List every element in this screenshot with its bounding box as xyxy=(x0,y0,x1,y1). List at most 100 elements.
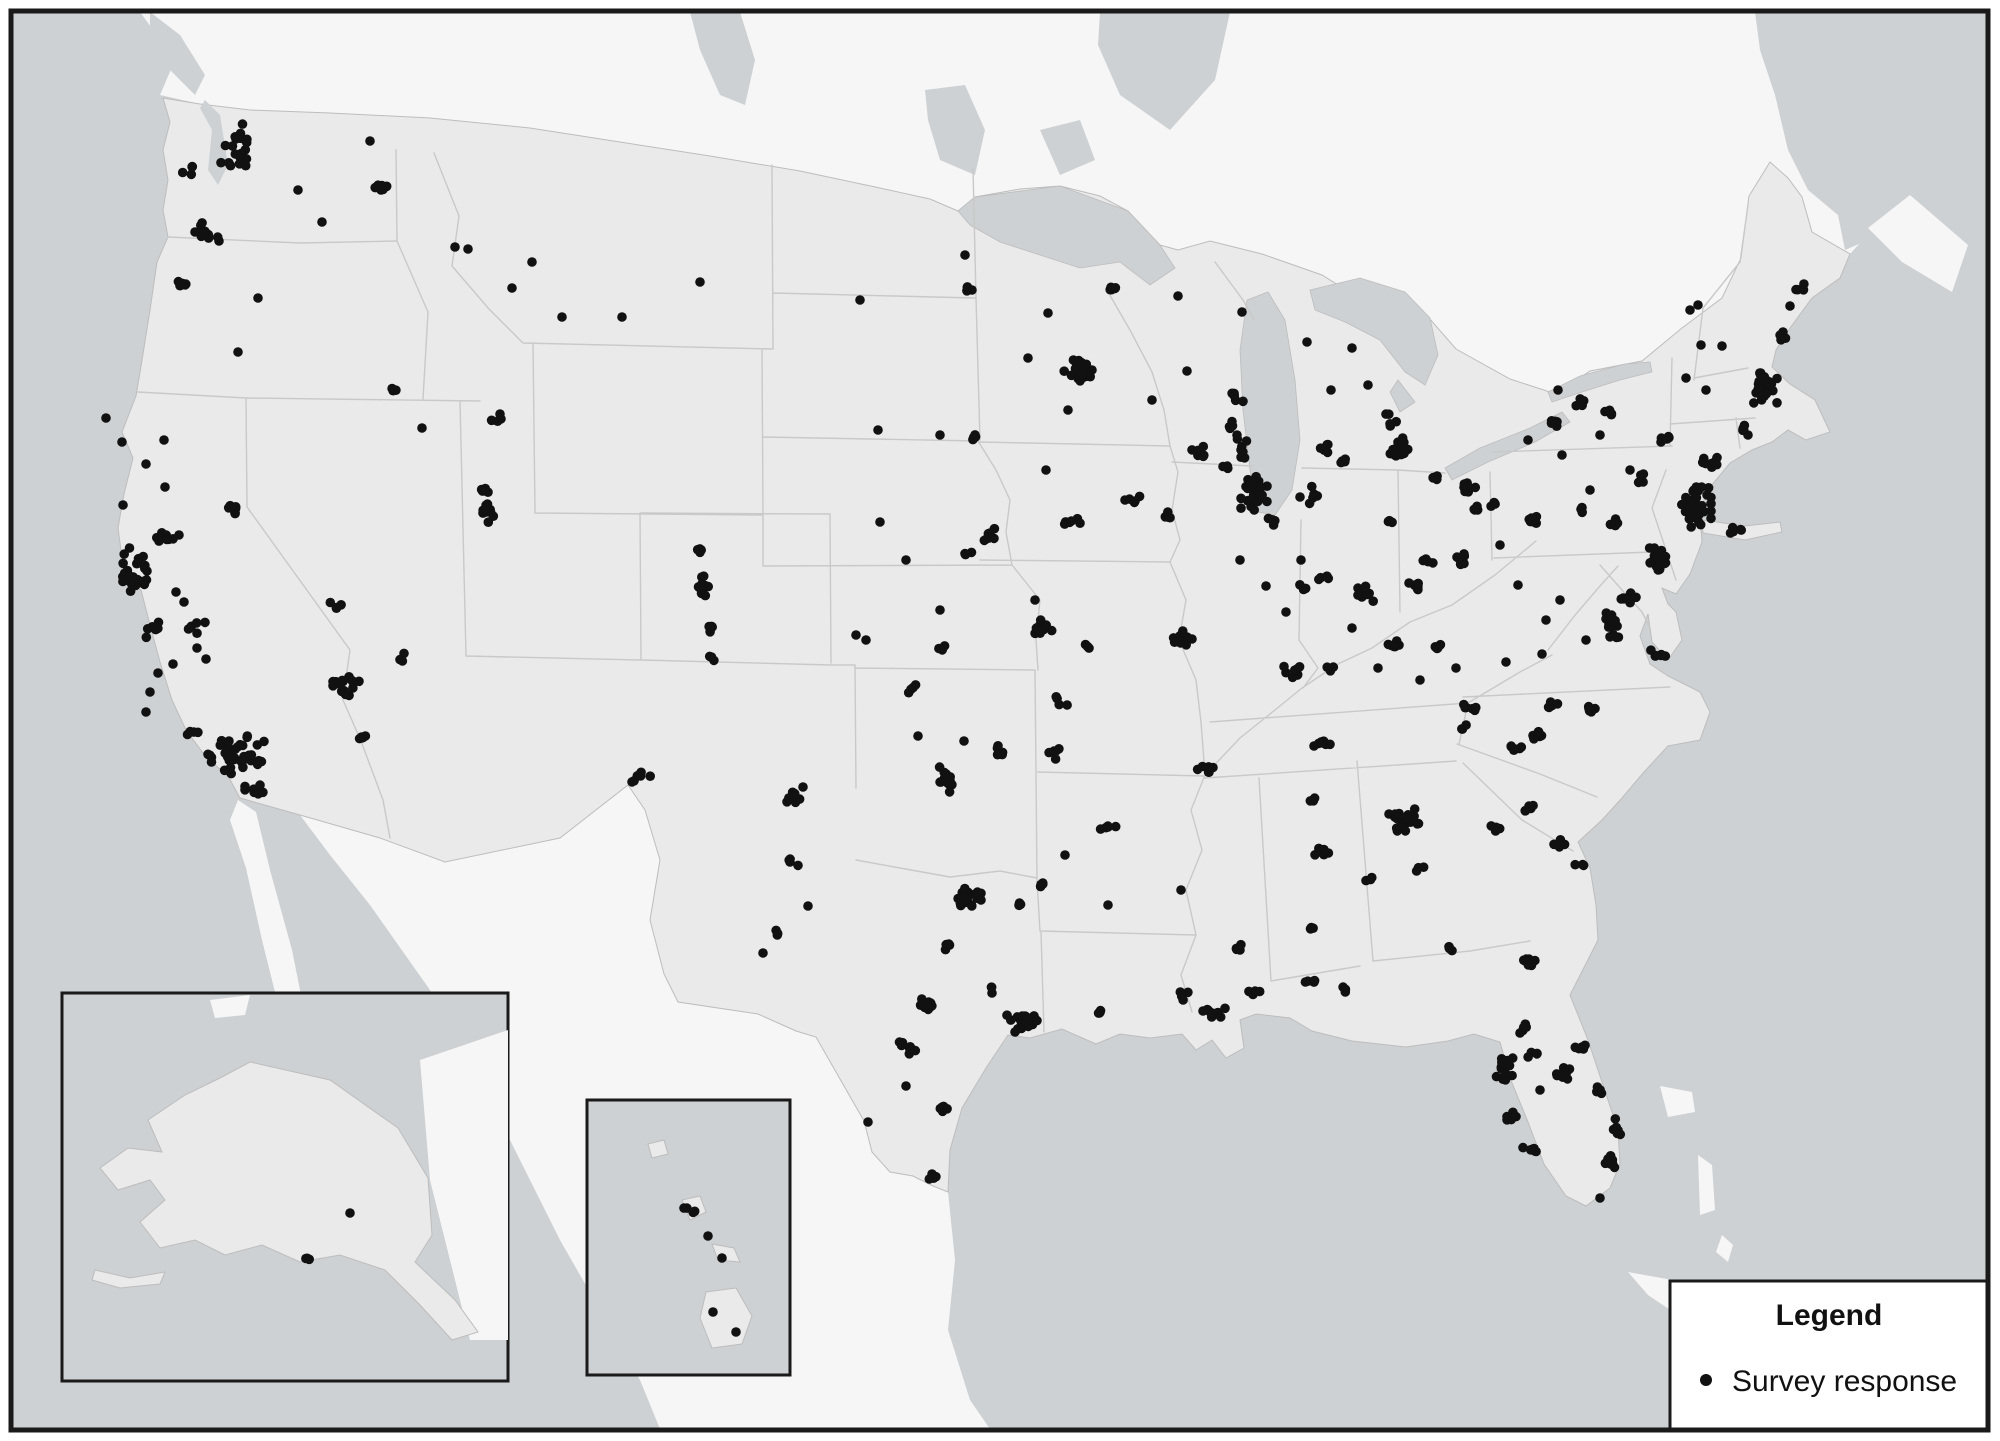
survey-response-dot xyxy=(982,533,992,544)
survey-response-dot xyxy=(1501,657,1511,667)
survey-response-dot xyxy=(992,743,1003,753)
survey-response-dot xyxy=(1610,1114,1621,1124)
survey-response-dot xyxy=(1451,663,1461,673)
survey-response-dot xyxy=(1176,885,1186,895)
legend-dot-symbol xyxy=(1700,1374,1712,1386)
survey-response-dot xyxy=(1390,809,1400,819)
survey-response-dot xyxy=(1236,445,1246,455)
survey-response-dot xyxy=(1353,590,1363,600)
survey-response-dot xyxy=(966,547,977,558)
survey-response-dot xyxy=(192,628,202,638)
survey-response-dot xyxy=(910,1045,921,1056)
survey-response-dot xyxy=(1577,507,1587,518)
survey-response-dot xyxy=(1557,450,1567,460)
survey-response-dot xyxy=(1735,524,1746,535)
survey-response-dot xyxy=(234,159,245,169)
survey-response-dot xyxy=(956,900,966,911)
survey-response-dot xyxy=(1681,373,1691,383)
survey-response-dot xyxy=(1509,744,1520,754)
survey-response-dot xyxy=(1182,366,1192,376)
survey-response-dot xyxy=(1543,702,1554,712)
survey-response-dot xyxy=(1290,665,1300,675)
survey-response-dot xyxy=(1523,435,1533,445)
survey-response-dot xyxy=(377,180,387,191)
survey-response-dot xyxy=(695,277,705,287)
survey-response-dot xyxy=(679,1203,689,1213)
survey-response-dot xyxy=(301,1253,311,1264)
survey-response-dot xyxy=(1250,986,1260,996)
survey-response-dot xyxy=(1688,498,1698,509)
survey-response-dot xyxy=(220,140,231,151)
survey-response-dot xyxy=(1213,1007,1223,1018)
survey-response-dot xyxy=(1555,595,1565,605)
survey-response-dot xyxy=(1305,924,1316,934)
survey-response-dot xyxy=(1580,1040,1590,1051)
survey-response-dot xyxy=(961,893,972,904)
survey-response-dot xyxy=(492,416,503,427)
legend-title: Legend xyxy=(1776,1299,1883,1332)
survey-response-dot xyxy=(989,523,1000,534)
survey-response-dot xyxy=(191,618,202,628)
survey-response-dot xyxy=(142,624,153,634)
survey-response-dot xyxy=(1315,443,1326,454)
survey-response-dot xyxy=(1471,702,1481,713)
survey-response-dot xyxy=(906,684,916,695)
survey-response-dot xyxy=(1570,1042,1581,1053)
lake-huron xyxy=(1309,277,1439,386)
survey-response-dot xyxy=(216,157,226,168)
survey-response-dot xyxy=(1604,615,1615,626)
survey-response-dot xyxy=(1106,284,1117,295)
survey-response-dot xyxy=(450,242,460,252)
survey-response-dot xyxy=(924,1174,935,1184)
survey-response-dot xyxy=(119,549,129,559)
survey-response-dot xyxy=(223,503,234,513)
survey-response-dot xyxy=(986,982,997,993)
survey-response-dot xyxy=(197,218,207,228)
survey-response-dot xyxy=(1068,355,1079,365)
survey-response-dot xyxy=(1054,699,1064,710)
survey-response-dot xyxy=(1428,473,1438,483)
survey-response-dot xyxy=(317,217,327,227)
survey-response-dot xyxy=(227,141,238,151)
survey-response-dot xyxy=(1173,291,1183,301)
survey-response-dot xyxy=(117,437,127,447)
survey-response-dot xyxy=(168,659,178,669)
survey-response-dot xyxy=(229,754,240,765)
survey-response-dot xyxy=(1523,1052,1533,1062)
survey-response-dot xyxy=(1469,504,1479,515)
survey-response-dot xyxy=(1555,835,1566,845)
survey-response-dot xyxy=(940,944,951,955)
lake-ontario xyxy=(1547,361,1653,403)
survey-response-dot xyxy=(1279,661,1289,672)
survey-response-dot xyxy=(1317,738,1328,748)
gulf-st-lawrence xyxy=(1755,12,1986,260)
survey-response-dot xyxy=(1095,824,1106,834)
survey-response-dot xyxy=(192,643,202,653)
survey-response-dot xyxy=(200,226,210,237)
survey-response-dot xyxy=(255,780,265,790)
survey-response-dot xyxy=(1255,482,1265,492)
survey-response-dot xyxy=(1222,461,1233,471)
survey-response-dot xyxy=(1413,578,1423,589)
survey-response-dot xyxy=(1396,449,1406,460)
survey-response-dot xyxy=(1308,976,1319,986)
survey-response-dot xyxy=(1054,744,1064,754)
survey-response-dot xyxy=(190,227,200,237)
survey-response-dot xyxy=(1753,384,1763,395)
survey-response-dot xyxy=(1390,641,1400,652)
survey-response-dot xyxy=(1391,823,1402,833)
survey-response-dot xyxy=(1423,556,1433,567)
survey-response-dot xyxy=(901,555,911,565)
survey-response-dot xyxy=(731,1327,741,1337)
survey-response-dot xyxy=(962,282,973,292)
survey-response-dot xyxy=(507,283,517,293)
survey-response-dot xyxy=(145,687,155,697)
survey-response-dot xyxy=(1646,645,1656,655)
survey-response-dot xyxy=(1267,515,1278,525)
survey-response-dot xyxy=(225,762,236,773)
survey-response-dot xyxy=(1368,596,1378,606)
survey-response-dot xyxy=(1662,434,1672,444)
survey-response-dot xyxy=(141,707,151,717)
survey-response-dot xyxy=(1755,370,1766,380)
survey-response-dot xyxy=(1236,503,1246,513)
